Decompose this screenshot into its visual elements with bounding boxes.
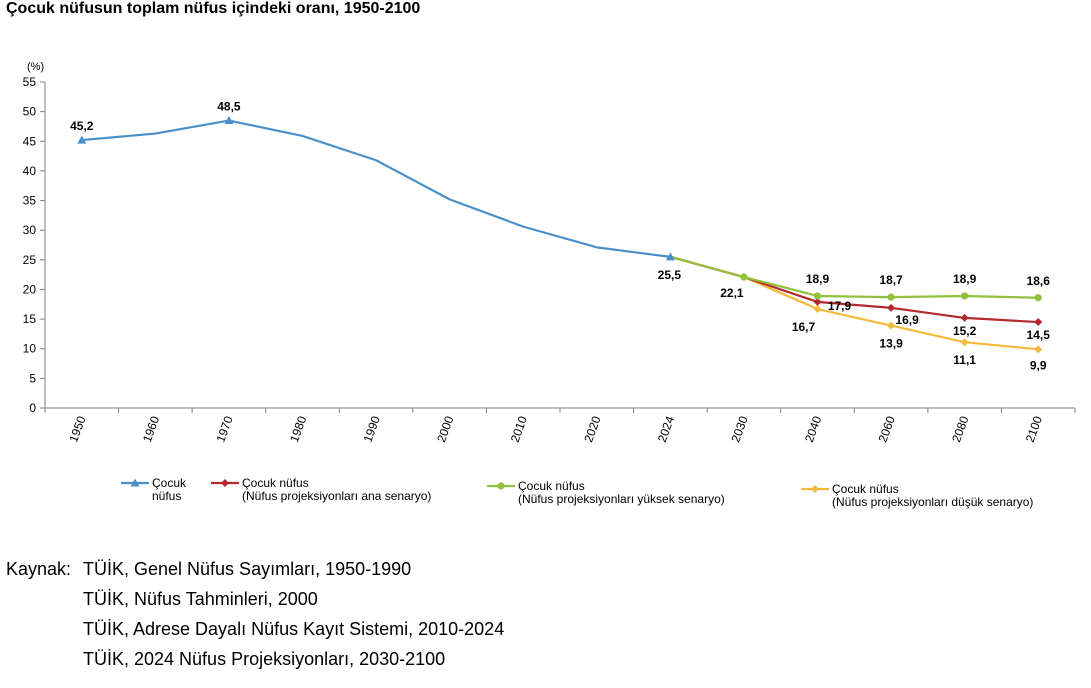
y-tick-label: 40 (23, 164, 37, 178)
data-label: 18,7 (879, 273, 903, 287)
data-label: 11,1 (953, 353, 976, 367)
y-tick-label: 35 (23, 194, 37, 208)
data-label: 13,9 (879, 337, 903, 351)
x-tick-label: 1980 (287, 414, 309, 444)
legend-label: (Nüfus projeksiyonları ana senaryo) (242, 489, 431, 503)
x-tick-label: 2010 (508, 414, 530, 444)
sources-label: Kaynak: (6, 559, 72, 579)
data-point (224, 116, 234, 125)
y-tick-label: 15 (23, 312, 37, 326)
axes: (%) 0 5 10 15 20 25 30 35 40 45 50 55 1950 1960 1970 198… (23, 61, 1076, 444)
legend-label: Çocuk nüfus (518, 479, 585, 493)
legend-marker (221, 479, 229, 487)
line-chart: (%) 0 5 10 15 20 25 30 35 40 45 50 55 1950 1960 1970 198… (23, 61, 1076, 509)
data-point (813, 297, 822, 306)
series-line (670, 255, 1039, 299)
data-point (887, 303, 896, 312)
x-tick-label: 1970 (213, 414, 235, 444)
x-tick-label: 1990 (361, 414, 383, 444)
data-point (813, 292, 822, 300)
legend-label: Çocuk nüfus (832, 482, 899, 496)
series-line (81, 119, 671, 258)
y-tick-label: 30 (23, 223, 37, 237)
data-point (961, 292, 969, 300)
data-label: 16,9 (895, 313, 919, 327)
y-tick-label: 20 (23, 282, 37, 296)
y-tick-label: 0 (29, 401, 36, 415)
y-tick-label: 5 (29, 371, 36, 385)
y-tick-label: 10 (23, 342, 37, 356)
chart-title: Çocuk nüfusun toplam nüfus içindeki oran… (6, 0, 421, 17)
data-point (1034, 318, 1043, 327)
data-label: 18,9 (806, 272, 830, 286)
data-label: 16,7 (792, 320, 816, 334)
series-line (670, 255, 1039, 351)
series-lines (81, 119, 1039, 351)
data-label: 14,5 (1027, 328, 1051, 342)
data-label: 25,5 (658, 268, 682, 282)
source-line: TÜİK, Genel Nüfus Sayımları, 1950-1990 (83, 559, 412, 579)
data-point (887, 293, 895, 301)
y-tick-label: 45 (23, 134, 37, 148)
x-tick-label: 1950 (66, 414, 88, 444)
y-tick-label: 25 (23, 253, 37, 267)
legend-label: nüfus (152, 489, 181, 503)
data-label: 18,9 (953, 272, 977, 286)
data-label: 48,5 (217, 100, 241, 114)
legend-marker (811, 485, 819, 493)
x-tick-label: 2024 (655, 414, 677, 444)
source-row: Kaynak: TÜİK, Genel Nüfus Sayımları, 195… (6, 554, 504, 584)
y-tick-label: 55 (23, 75, 37, 89)
x-tick-label: 2040 (802, 414, 824, 444)
data-label: 17,9 (828, 299, 852, 313)
source-line: TÜİK, Nüfus Tahminleri, 2000 (83, 589, 318, 609)
legend-marker (497, 482, 505, 490)
x-tick-label: 2000 (434, 414, 456, 444)
legend-label: (Nüfus projeksiyonları yüksek senaryo) (518, 492, 725, 506)
x-tick-label: 2030 (728, 414, 750, 444)
source-line: TÜİK, Adrese Dayalı Nüfus Kayıt Sistemi,… (83, 619, 505, 639)
x-tick-label: 2020 (581, 414, 603, 444)
y-tick-label: 50 (23, 105, 37, 119)
x-tick-label: 2100 (1023, 414, 1045, 444)
source-line: TÜİK, 2024 Nüfus Projeksiyonları, 2030-2… (83, 649, 446, 669)
data-point (813, 305, 822, 314)
source-row: TÜİK, Nüfus Tahminleri, 2000 (6, 584, 504, 614)
data-point (887, 321, 896, 330)
data-label: 15,2 (953, 324, 977, 338)
data-point (960, 313, 969, 322)
sources: Kaynak: TÜİK, Genel Nüfus Sayımları, 195… (6, 554, 504, 674)
legend-label: (Nüfus projeksiyonları düşük senaryo) (832, 495, 1033, 509)
data-point (77, 135, 87, 144)
data-point (1034, 345, 1043, 354)
data-point (665, 252, 675, 261)
data-label: 45,2 (70, 119, 94, 133)
legend-label: Çocuk nüfus (242, 476, 309, 490)
data-point (1034, 294, 1042, 302)
source-row: TÜİK, 2024 Nüfus Projeksiyonları, 2030-2… (6, 644, 504, 674)
data-label: 22,1 (720, 286, 744, 300)
series-markers (77, 116, 1043, 354)
data-label: 18,6 (1027, 274, 1051, 288)
x-tick-label: 1960 (140, 414, 162, 444)
data-point (740, 273, 748, 281)
data-label: 9,9 (1030, 358, 1047, 372)
x-tick-label: 2080 (949, 414, 971, 444)
x-tick-label: 2060 (876, 414, 898, 444)
y-unit-label: (%) (27, 61, 44, 73)
source-row: TÜİK, Adrese Dayalı Nüfus Kayıt Sistemi,… (6, 614, 504, 644)
legend-label: Çocuk (152, 476, 187, 490)
legend-marker (130, 478, 140, 487)
data-labels: 45,2 48,5 25,5 22,1 17,9 16,9 15,2 14,5 18,9 18,7… (70, 100, 1050, 373)
data-point (960, 338, 969, 347)
